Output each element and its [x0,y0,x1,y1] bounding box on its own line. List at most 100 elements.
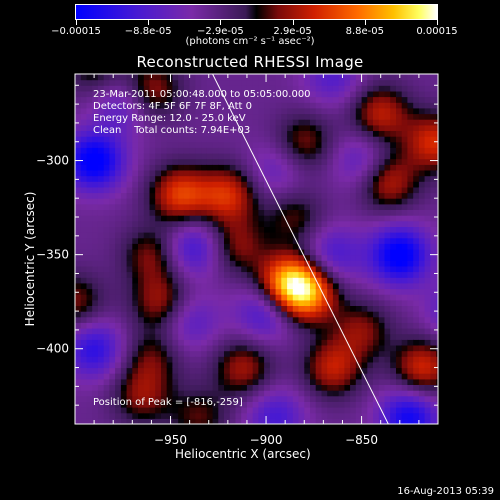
heatmap-cell [332,418,340,424]
heatmap-cell [126,271,133,278]
heatmap-cell [298,350,305,357]
heatmap-cell [413,265,420,273]
heatmap-cell [155,90,162,98]
heatmap-cell [246,164,254,171]
heatmap-cell [275,113,282,120]
heatmap-cell [126,361,133,369]
heatmap-cell [338,294,345,301]
heatmap-cell [109,345,116,352]
heatmap-cell [413,277,420,284]
heatmap-cell [413,147,420,154]
heatmap-cell [143,175,151,182]
heatmap-cell [212,232,219,239]
heatmap-cell [361,271,368,278]
heatmap-cell [80,170,87,177]
heatmap-cell [287,328,294,335]
heatmap-cell [258,356,265,363]
heatmap-cell [120,119,128,126]
heatmap-cell [396,74,403,81]
heatmap-cell [401,294,408,301]
heatmap-cell [229,322,237,329]
heatmap-cell [246,170,254,177]
heatmap-cell [401,260,408,267]
heatmap-cell [384,203,391,210]
heatmap-cell [189,232,196,239]
heatmap-cell [315,147,322,154]
heatmap-cell [361,294,368,301]
heatmap-cell [338,119,345,126]
heatmap-cell [373,345,380,352]
heatmap-cell [126,186,133,194]
heatmap-cell [161,96,168,103]
heatmap-cell [436,79,438,86]
heatmap-cell [355,141,363,148]
heatmap-cell [97,322,105,329]
heatmap-cell [258,260,265,267]
heatmap-cell [80,147,87,154]
heatmap-cell [373,119,380,126]
heatmap-cell [396,328,403,335]
heatmap-cell [384,209,391,216]
heatmap-cell [269,102,277,109]
heatmap-cell [166,164,173,171]
heatmap-cell [80,395,87,402]
heatmap-cell [338,373,345,380]
heatmap-cell [172,265,179,273]
heatmap-cell [361,147,368,154]
heatmap-cell [92,79,99,86]
heatmap-cell [92,130,99,137]
heatmap-cell [97,316,105,323]
heatmap-cell [241,232,248,239]
heatmap-cell [246,79,254,86]
heatmap-cell [212,260,219,267]
heatmap-cell [430,401,437,408]
heatmap-cell [390,277,397,284]
heatmap-cell [281,232,288,239]
heatmap-cell [218,299,225,306]
heatmap-cell [315,113,322,120]
heatmap-cell [149,367,156,374]
heatmap-cell [310,175,317,182]
heatmap-cell [338,186,345,194]
heatmap-cell [86,390,93,397]
heatmap-cell [189,316,196,323]
heatmap-cell [97,407,105,414]
heatmap-cell [120,136,128,143]
heatmap-cell [424,271,431,278]
heatmap-cell [155,147,162,154]
heatmap-cell [120,305,128,312]
heatmap-cell [292,209,300,216]
heatmap-cell [304,136,311,143]
heatmap-cell [86,339,93,346]
heatmap-cell [138,260,145,267]
heatmap-cell [155,288,162,295]
heatmap-cell [264,378,271,385]
heatmap-cell [138,299,145,306]
heatmap-cell [80,356,87,363]
heatmap-cell [92,305,99,312]
heatmap-cell [212,418,219,424]
heatmap-cell [315,305,322,312]
heatmap-cell [103,175,110,182]
heatmap-cell [338,136,345,143]
heatmap-cell [298,384,305,391]
heatmap-cell [155,378,162,385]
heatmap-cell [344,316,351,323]
heatmap-cell [246,113,254,120]
heatmap-cell [281,96,288,103]
heatmap-cell [275,378,282,385]
heatmap-cell [378,282,386,290]
heatmap-cell [424,170,431,177]
heatmap-cell [355,90,363,98]
heatmap-cell [86,170,93,177]
heatmap-cell [304,237,311,244]
heatmap-cell [275,333,282,340]
heatmap-cell [126,373,133,380]
heatmap-cell [138,226,145,233]
heatmap-cell [396,102,403,109]
heatmap-cell [172,141,179,148]
heatmap-cell [138,74,145,81]
heatmap-cell [218,186,225,194]
heatmap-cell [264,395,271,402]
heatmap-cell [407,85,414,92]
